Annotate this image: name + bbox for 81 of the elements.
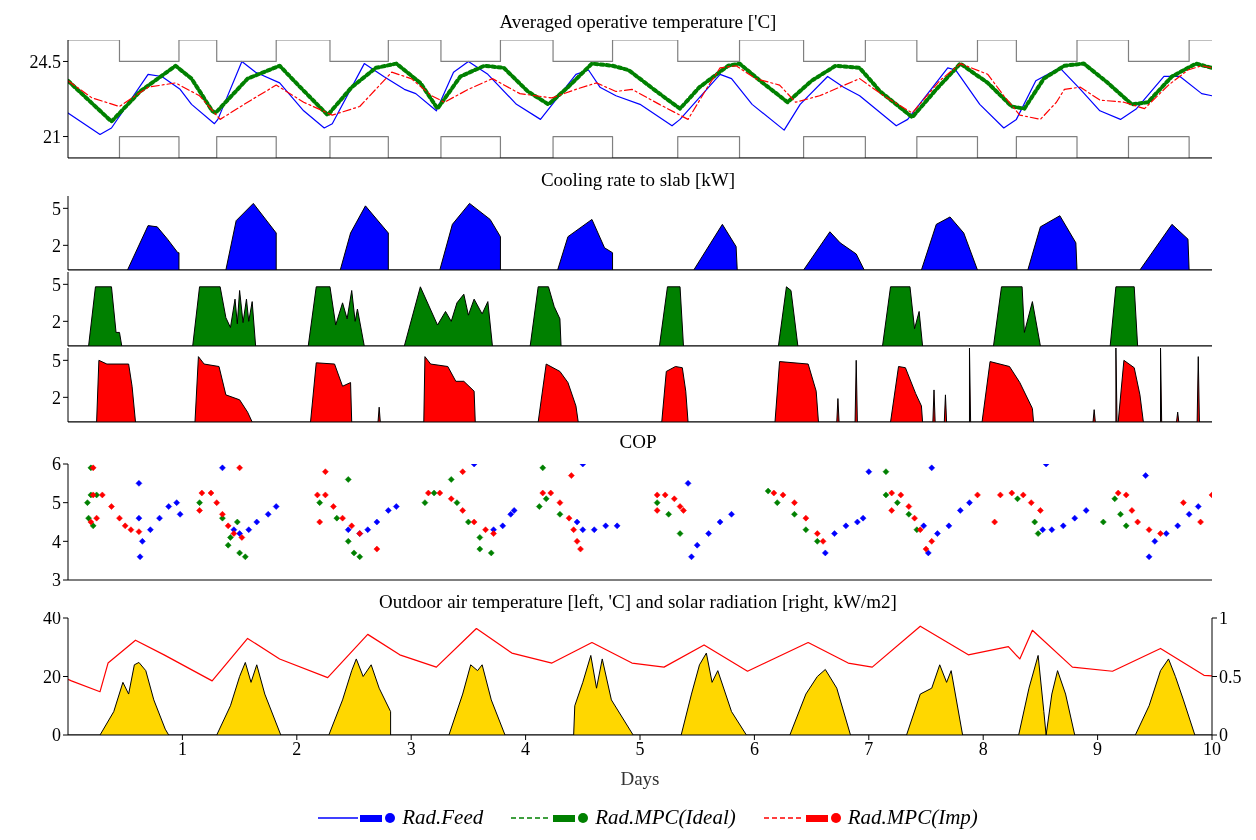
y-tick-label: 24.5 bbox=[29, 51, 61, 72]
y-tick-label: 6 bbox=[52, 454, 61, 475]
x-tick-label: 6 bbox=[749, 738, 759, 759]
y2-tick-label: 0 bbox=[1219, 725, 1228, 746]
point bbox=[1034, 530, 1042, 537]
y-tick-label: 2 bbox=[52, 311, 61, 332]
point bbox=[1100, 518, 1107, 526]
legend-label: Rad.MPC(Ideal) bbox=[595, 805, 736, 830]
point bbox=[882, 468, 890, 475]
point bbox=[1014, 495, 1021, 503]
y2-tick-label: 1 bbox=[1219, 608, 1228, 629]
x-tick-label: 1 bbox=[177, 738, 187, 759]
point bbox=[196, 499, 203, 506]
point bbox=[333, 514, 341, 522]
point bbox=[421, 499, 429, 506]
point bbox=[447, 476, 455, 483]
point bbox=[488, 549, 495, 557]
point bbox=[774, 499, 781, 506]
point bbox=[882, 491, 890, 499]
point bbox=[224, 541, 232, 549]
point bbox=[356, 553, 363, 561]
point bbox=[350, 549, 358, 557]
point bbox=[802, 526, 810, 533]
x-tick-label: 4 bbox=[521, 738, 531, 759]
y2-tick-label: 0.5 bbox=[1219, 666, 1242, 687]
x-tick-label: 5 bbox=[635, 738, 645, 759]
point bbox=[476, 545, 484, 553]
point bbox=[316, 499, 323, 506]
point bbox=[653, 499, 661, 506]
chart-title: Outdoor air temperature [left, 'C] and solar radiation [right, kW/m2] bbox=[379, 591, 897, 612]
point bbox=[236, 549, 243, 557]
x-tick-label: 2 bbox=[292, 738, 302, 759]
y-tick-label: 21 bbox=[43, 126, 61, 147]
point bbox=[345, 538, 352, 545]
y-tick-label: 5 bbox=[52, 493, 61, 514]
point bbox=[476, 534, 484, 541]
point bbox=[1117, 511, 1124, 518]
y-tick-label: 0 bbox=[52, 725, 61, 746]
legend-label: Rad.Feed bbox=[402, 805, 484, 830]
point bbox=[556, 511, 564, 518]
point bbox=[242, 553, 249, 561]
point bbox=[1031, 518, 1038, 526]
point bbox=[84, 499, 91, 506]
point bbox=[1111, 495, 1119, 503]
point bbox=[453, 499, 461, 506]
x-tick-label: 9 bbox=[1093, 738, 1103, 759]
point bbox=[539, 464, 547, 472]
x-axis-title: Days bbox=[620, 768, 660, 789]
point bbox=[894, 499, 901, 506]
x-tick-label: 10 bbox=[1203, 738, 1221, 759]
legend-label: Rad.MPC(Imp) bbox=[847, 805, 978, 830]
line-series bbox=[68, 625, 1212, 693]
point bbox=[536, 503, 543, 510]
x-tick-label: 3 bbox=[406, 738, 416, 759]
point bbox=[665, 511, 672, 518]
point bbox=[905, 511, 913, 518]
point bbox=[764, 487, 772, 495]
y-tick-label: 2 bbox=[52, 387, 61, 408]
point bbox=[234, 518, 241, 526]
y-tick-label: 40 bbox=[43, 608, 61, 629]
y-tick-label: 5 bbox=[52, 274, 61, 295]
y-tick-label: 3 bbox=[52, 570, 61, 591]
y-tick-label: 4 bbox=[52, 531, 61, 552]
point bbox=[1122, 522, 1130, 530]
y-tick-label: 2 bbox=[52, 235, 61, 256]
point bbox=[227, 534, 234, 541]
chart-title: Averaged operative temperature ['C] bbox=[498, 10, 778, 32]
point bbox=[791, 511, 798, 518]
y-tick-label: 5 bbox=[52, 350, 61, 371]
point bbox=[676, 530, 684, 537]
chart-title: Cooling rate to slab [kW] bbox=[539, 168, 737, 190]
y-tick-label: 20 bbox=[43, 666, 61, 687]
point bbox=[345, 476, 352, 483]
y-tick-label: 5 bbox=[52, 198, 61, 219]
point bbox=[465, 518, 472, 526]
line-series bbox=[68, 60, 1212, 135]
x-tick-label: 8 bbox=[978, 738, 988, 759]
chart-title: COP bbox=[618, 430, 658, 452]
x-tick-label: 7 bbox=[864, 738, 874, 759]
point bbox=[542, 495, 550, 503]
point bbox=[814, 538, 821, 545]
